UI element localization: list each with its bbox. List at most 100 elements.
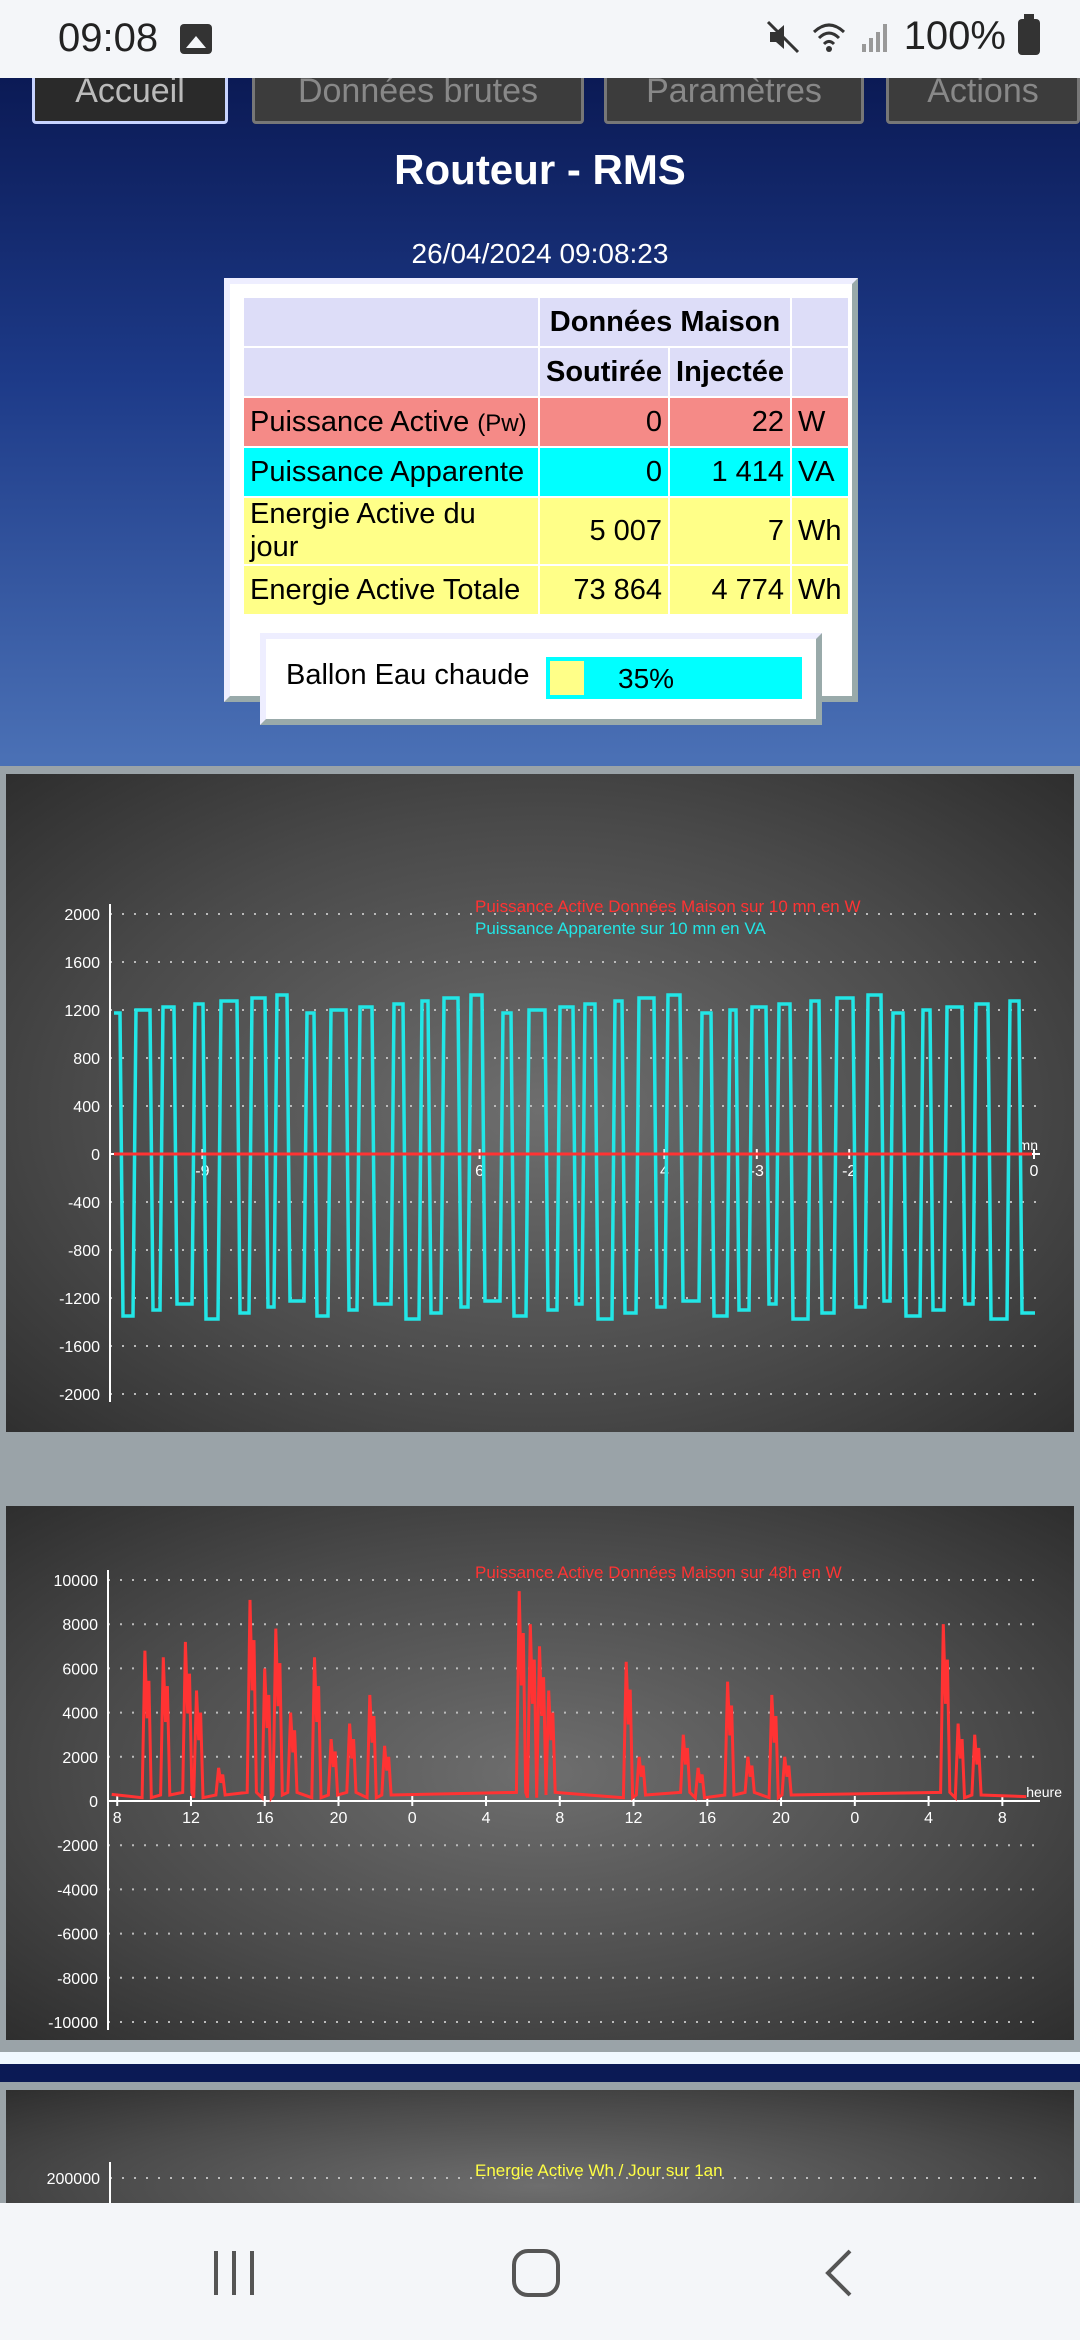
- y-tick-label: 0: [89, 1794, 98, 1811]
- cell-injectee: 22: [668, 396, 793, 448]
- water-heater-panel: Ballon Eau chaude 35%: [260, 633, 822, 725]
- series-line-active-48h: [111, 1591, 1027, 1803]
- table-row: Puissance Active (Pw) 0 22 W: [242, 396, 850, 448]
- y-tick-label: 800: [73, 1051, 100, 1068]
- chart-10mn-panel: 2000 1600 1200 800 400 0 -400 -800 -1200 -1600 -20…: [0, 766, 1080, 1456]
- x-unit-label: mn: [1019, 1137, 1038, 1153]
- col-injectee: Injectée: [668, 346, 793, 398]
- chart-title: Puissance Active Données Maison sur 48h …: [475, 1563, 842, 1582]
- cell-unit: W: [790, 396, 850, 448]
- series-line-apparent: [114, 993, 1035, 1321]
- chart-10mn: 2000160012008004000-400-800-1200-1600-20…: [59, 897, 1040, 1404]
- tab-bar: Accueil Données brutes Paramètres Action…: [0, 78, 1080, 158]
- y-tick-label: -1200: [59, 1291, 100, 1308]
- y-tick-label: 0: [91, 1147, 100, 1164]
- chart-title: Energie Active Wh / Jour sur 1an: [475, 2161, 723, 2180]
- x-tick-label: 16: [698, 1810, 716, 1827]
- chart-title: Puissance Active Données Maison sur 10 m…: [475, 897, 861, 916]
- row-label-small: (Pw): [477, 409, 527, 437]
- row-label: Puissance Active: [250, 405, 470, 438]
- cell-unit: Wh: [790, 496, 850, 566]
- cell-soutiree: 0: [537, 446, 671, 498]
- chart-subtitle: Puissance Apparente sur 10 mn en VA: [475, 919, 766, 938]
- wifi-icon: [812, 23, 845, 52]
- cell-injectee: 7: [668, 496, 793, 566]
- data-table: Données Maison Soutirée Injectée Puissan…: [242, 296, 850, 616]
- tab-actions[interactable]: Actions: [886, 78, 1080, 124]
- water-heater-percent: 35%: [618, 663, 675, 694]
- group-header: Données Maison: [537, 296, 793, 348]
- back-icon[interactable]: [810, 2243, 870, 2303]
- x-unit-label: heure: [1026, 1784, 1062, 1800]
- x-tick-label: 8: [998, 1810, 1007, 1827]
- x-tick-label: 16: [256, 1810, 274, 1827]
- tab-accueil[interactable]: Accueil: [32, 78, 228, 124]
- cell-unit: VA: [790, 446, 850, 498]
- x-tick-label: -9: [195, 1163, 209, 1180]
- water-heater-label: Ballon Eau chaude: [286, 659, 530, 691]
- table-row: Puissance Apparente 0 1 414 VA: [242, 446, 850, 498]
- cell-unit: Wh: [790, 564, 850, 616]
- battery-percent: 100%: [903, 14, 1006, 58]
- x-tick-label: 12: [182, 1810, 200, 1827]
- x-tick-label: 0: [850, 1810, 859, 1827]
- x-tick-label: -3: [750, 1163, 764, 1180]
- cell-soutiree: 0: [537, 396, 671, 448]
- row-label: Energie Active du jour: [242, 496, 540, 566]
- y-tick-label: 4000: [62, 1706, 98, 1723]
- y-tick-label: 8000: [62, 1617, 98, 1634]
- cell-injectee: 4 774: [668, 564, 793, 616]
- y-tick-label: 1200: [64, 1003, 100, 1020]
- y-tick-label: -2000: [57, 1838, 98, 1855]
- image-notification-icon: [180, 24, 212, 54]
- cell-injectee: 1 414: [668, 446, 793, 498]
- datetime: 26/04/2024 09:08:23: [411, 238, 669, 269]
- cell-soutiree: 5 007: [537, 496, 671, 566]
- y-tick-label: 10000: [54, 1573, 99, 1590]
- home-icon[interactable]: [506, 2243, 566, 2303]
- x-tick-label: 4: [482, 1810, 491, 1827]
- x-tick-label: 0: [1030, 1163, 1039, 1180]
- x-tick-label: 6: [475, 1163, 484, 1180]
- x-tick-label: 20: [330, 1810, 348, 1827]
- water-heater-fill: [550, 661, 584, 695]
- x-tick-label: 12: [625, 1810, 643, 1827]
- y-tick-label: -1600: [59, 1339, 100, 1356]
- y-tick-label: 200000: [47, 2171, 100, 2188]
- mute-icon: [766, 20, 799, 53]
- x-tick-label: 4: [924, 1810, 933, 1827]
- y-tick-label: -800: [68, 1243, 100, 1260]
- status-bar: 09:08 100%: [0, 0, 1080, 78]
- chart-48h: 1000080006000400020000-2000-4000-6000-80…: [48, 1563, 1062, 2032]
- y-tick-label: 1600: [64, 955, 100, 972]
- x-tick-label: 20: [772, 1810, 790, 1827]
- page-title: Routeur - RMS: [394, 146, 686, 193]
- y-tick-label: -10000: [48, 2015, 98, 2032]
- tab-donnees-brutes[interactable]: Données brutes: [252, 78, 584, 124]
- y-tick-label: 2000: [62, 1750, 98, 1767]
- cell-soutiree: 73 864: [537, 564, 671, 616]
- x-tick-label: 0: [408, 1810, 417, 1827]
- row-label: Energie Active Totale: [242, 564, 540, 616]
- table-header-row: Données Maison: [242, 296, 850, 348]
- table-row: Energie Active du jour 5 007 7 Wh: [242, 496, 850, 566]
- water-heater-bar: 35%: [546, 657, 802, 699]
- y-tick-label: 400: [73, 1099, 100, 1116]
- y-tick-label: -4000: [57, 1882, 98, 1899]
- x-tick-label: 8: [113, 1810, 122, 1827]
- tab-parametres[interactable]: Paramètres: [604, 78, 864, 124]
- router-page[interactable]: Accueil Données brutes Paramètres Action…: [0, 78, 1080, 2203]
- signal-icon: [861, 23, 887, 52]
- table-row: Energie Active Totale 73 864 4 774 Wh: [242, 564, 850, 616]
- y-tick-label: 6000: [62, 1661, 98, 1678]
- y-tick-label: -6000: [57, 1927, 98, 1944]
- android-nav-bar: [0, 2203, 1080, 2340]
- recent-apps-icon[interactable]: [204, 2243, 264, 2303]
- battery-icon: [1018, 13, 1040, 55]
- y-tick-label: -2000: [59, 1387, 100, 1404]
- col-soutiree: Soutirée: [537, 346, 671, 398]
- column-header-row: Soutirée Injectée: [242, 346, 850, 398]
- chart-1an-panel: Energie Active Wh / Jour sur 1an20000016…: [0, 2082, 1080, 2203]
- x-tick-label: 8: [555, 1810, 564, 1827]
- clock: 09:08: [58, 16, 159, 60]
